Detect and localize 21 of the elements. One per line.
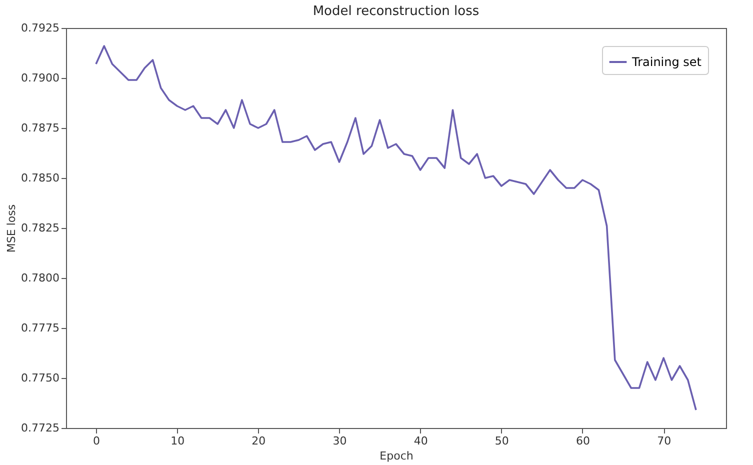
x-tick-label: 10	[170, 434, 185, 448]
legend-label: Training set	[631, 55, 702, 69]
x-tick-label: 0	[93, 434, 100, 448]
y-tick-label: 0.7750	[21, 372, 60, 384]
x-tick-label: 40	[414, 434, 428, 448]
x-tick-label: 50	[494, 434, 509, 448]
y-tick-label: 0.7775	[21, 322, 60, 334]
y-tick-label: 0.7900	[21, 72, 60, 84]
y-tick-label: 0.7925	[21, 22, 60, 34]
x-tick-label: 30	[332, 434, 347, 448]
y-axis-title: MSE loss	[5, 204, 18, 253]
x-tick-label: 20	[252, 434, 266, 448]
chart-title: Model reconstruction loss	[312, 4, 480, 19]
x-tick-label: 70	[657, 434, 672, 448]
x-tick-label: 60	[576, 434, 590, 448]
y-tick-label: 0.7825	[21, 222, 60, 234]
y-tick-label: 0.7875	[21, 122, 60, 134]
x-axis-title: Epoch	[380, 450, 414, 462]
y-tick-label: 0.7800	[21, 272, 60, 284]
y-tick-label: 0.7725	[21, 422, 60, 434]
y-tick-label: 0.7850	[21, 172, 60, 184]
